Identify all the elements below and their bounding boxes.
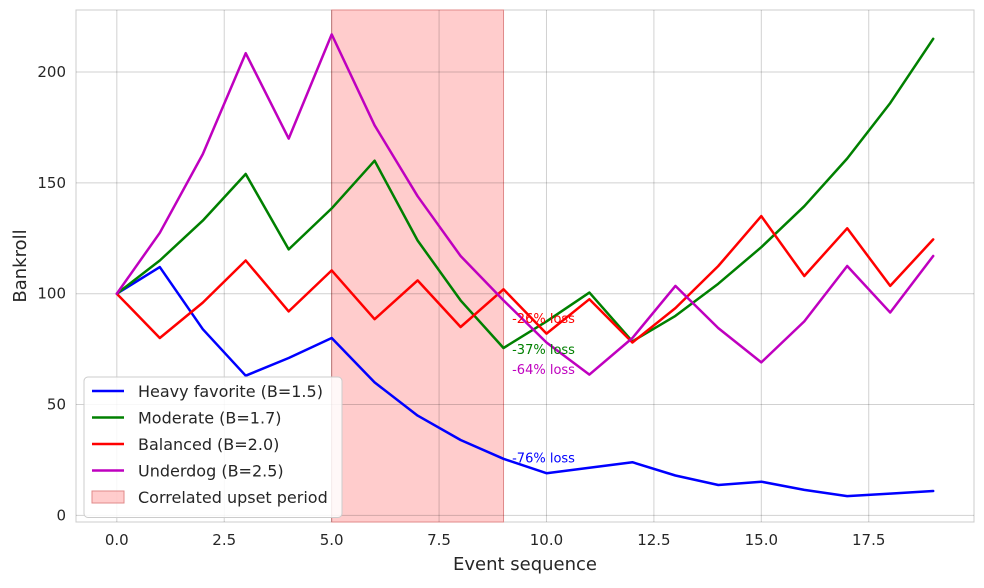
x-tick-label: 17.5 — [852, 531, 885, 549]
y-tick-label: 150 — [37, 174, 66, 192]
x-tick-label: 12.5 — [637, 531, 670, 549]
x-tick-label: 0.0 — [105, 531, 129, 549]
series-line — [115, 265, 935, 498]
x-tick-label: 5.0 — [320, 531, 344, 549]
x-tick-label: 7.5 — [427, 531, 451, 549]
legend-label: Heavy favorite (B=1.5) — [138, 382, 323, 401]
legend-label: Moderate (B=1.7) — [138, 409, 282, 428]
legend: Heavy favorite (B=1.5) Moderate (B=1.7) Ba… — [83, 376, 343, 518]
x-tick-label: 10.0 — [530, 531, 563, 549]
series-line — [115, 33, 935, 376]
series-line — [115, 37, 935, 350]
x-axis-label: Event sequence — [453, 554, 597, 575]
y-tick-label: 100 — [37, 285, 66, 303]
x-tick-label: 2.5 — [212, 531, 236, 549]
y-tick-label: 50 — [47, 396, 66, 414]
legend-label: Underdog (B=2.5) — [138, 462, 284, 481]
y-axis-label: Bankroll — [10, 229, 31, 302]
legend-box — [83, 376, 343, 518]
legend-label: Balanced (B=2.0) — [138, 435, 279, 454]
loss-annotation: -76% loss — [512, 452, 575, 467]
legend-swatch — [91, 490, 125, 504]
y-tick-label: 200 — [37, 63, 66, 81]
y-tick-label: 0 — [56, 506, 66, 524]
loss-annotation: -37% loss — [512, 343, 575, 358]
legend-label: Correlated upset period — [138, 488, 328, 507]
loss-annotation: -64% loss — [512, 363, 575, 378]
x-tick-label: 15.0 — [745, 531, 778, 549]
series-line — [115, 214, 935, 344]
loss-annotation: -26% loss — [512, 312, 575, 327]
